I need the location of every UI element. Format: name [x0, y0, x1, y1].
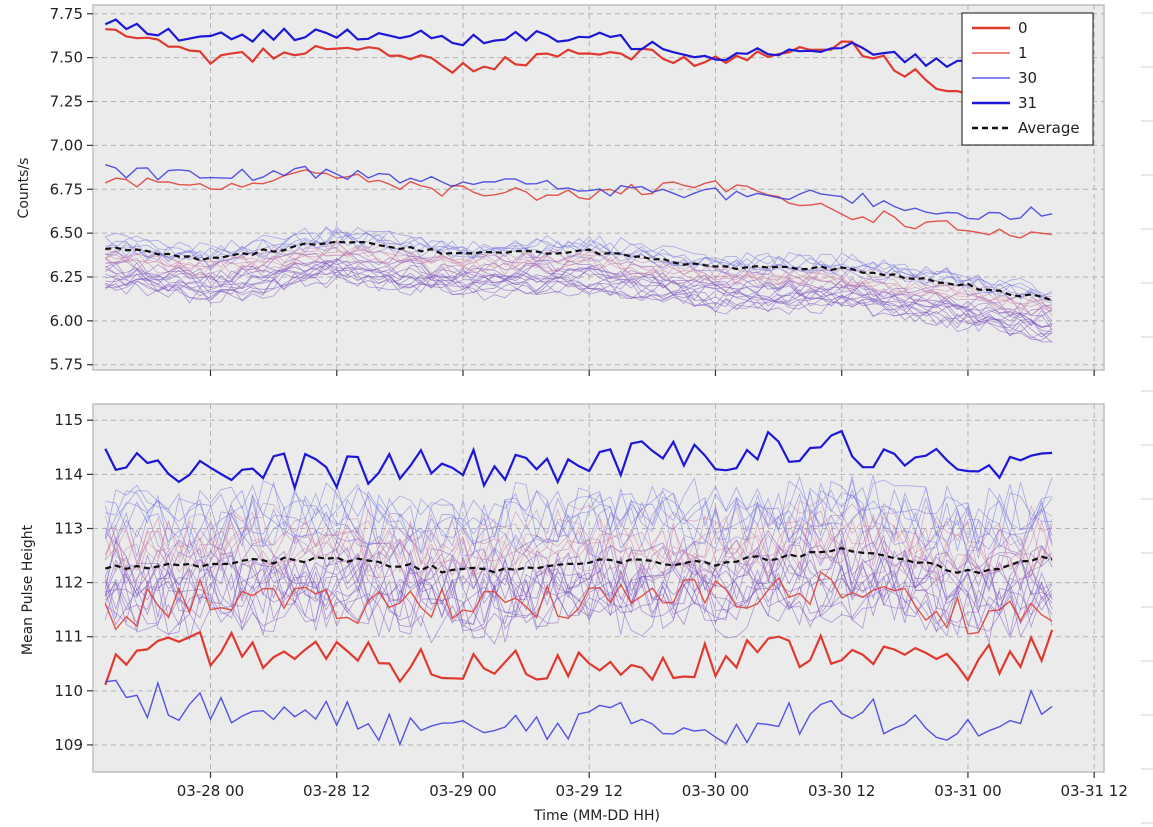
background-channel-line — [105, 261, 1053, 335]
y-tick-label: 7.25 — [50, 93, 83, 111]
series-line-31 — [104, 18, 1053, 69]
y-tick-label: 111 — [54, 628, 83, 646]
background-channel-line — [104, 544, 1053, 614]
background-channel-line — [104, 490, 1053, 565]
top-y-axis-label: Counts/s — [16, 158, 32, 219]
series-line-average — [105, 240, 1053, 302]
legend-label: 1 — [1018, 44, 1028, 62]
background-channel-line — [105, 264, 1053, 329]
bottom-series-lines — [104, 429, 1054, 747]
series-line-0 — [105, 28, 1053, 96]
background-channel-line — [105, 240, 1053, 311]
bottom-x-tick-labels: 03-28 00 03-28 12 03-29 00 03-29 12 03-30 00… — [177, 772, 1128, 800]
legend-label: Average — [1018, 119, 1080, 137]
background-channel-line — [104, 540, 1053, 607]
bottom-y-tick-labels: 109 110 111 112 113 114 115 — [54, 411, 93, 754]
background-channel-line — [104, 520, 1053, 588]
background-channel-line — [104, 474, 1053, 547]
series-line-1 — [104, 570, 1053, 635]
background-channel-line — [104, 477, 1053, 541]
y-tick-label: 109 — [54, 736, 83, 754]
x-axis-label: Time (MM-DD HH) — [533, 808, 660, 824]
top-y-tick-labels: 5.75 6.00 6.25 6.50 6.75 7.00 7.25 7.50 7.75 — [50, 5, 93, 374]
series-line-1 — [105, 169, 1053, 239]
background-channel-line — [105, 491, 1053, 559]
x-tick-label: 03-30 00 — [682, 782, 749, 800]
x-tick-label: 03-29 00 — [429, 782, 496, 800]
x-tick-label: 03-30 12 — [808, 782, 875, 800]
background-channel-line — [104, 526, 1053, 600]
legend: 0 1 30 31 Average — [961, 12, 1094, 146]
background-channel-line — [104, 510, 1053, 583]
legend-frame — [961, 12, 1094, 146]
background-channel-line — [105, 575, 1053, 645]
background-channel-line — [105, 251, 1053, 316]
bottom-y-axis-label: Mean Pulse Height — [20, 524, 36, 655]
background-channel-line — [104, 567, 1053, 632]
background-channel-line — [105, 475, 1053, 553]
bottom-background-channel-lines — [104, 474, 1053, 645]
background-channel-line — [104, 563, 1053, 639]
top-background-channel-lines — [105, 225, 1053, 344]
x-tick-label: 03-31 12 — [1060, 782, 1127, 800]
background-channel-line — [105, 232, 1053, 304]
y-tick-label: 113 — [54, 519, 83, 537]
background-channel-line — [105, 240, 1053, 302]
legend-label: 0 — [1018, 19, 1028, 37]
background-channel-line — [104, 536, 1053, 605]
background-channel-line — [105, 261, 1053, 333]
background-channel-line — [105, 480, 1053, 557]
y-tick-label: 112 — [54, 574, 83, 592]
series-line-31 — [104, 429, 1053, 492]
background-channel-line — [105, 267, 1053, 338]
top-series-lines — [104, 18, 1053, 302]
x-tick-label: 03-31 00 — [934, 782, 1001, 800]
background-channel-line — [105, 552, 1053, 619]
y-tick-label: 6.75 — [50, 180, 83, 198]
background-channel-line — [105, 244, 1053, 309]
background-channel-line — [105, 226, 1053, 301]
y-tick-label: 7.00 — [50, 136, 83, 154]
y-tick-label: 7.75 — [50, 5, 83, 23]
top-plot-background — [92, 4, 1105, 371]
y-tick-label: 6.50 — [50, 224, 83, 242]
background-channel-line — [104, 498, 1053, 577]
background-channel-line — [104, 562, 1053, 632]
background-channel-line — [104, 501, 1053, 571]
y-tick-label: 6.00 — [50, 312, 83, 330]
x-tick-label: 03-28 12 — [303, 782, 370, 800]
series-line-30 — [105, 164, 1053, 221]
background-channel-line — [104, 514, 1053, 588]
x-tick-label: 03-28 00 — [177, 782, 244, 800]
x-tick-label: 03-29 12 — [555, 782, 622, 800]
background-channel-line — [105, 252, 1053, 318]
y-tick-label: 110 — [54, 682, 83, 700]
background-channel-line — [105, 225, 1053, 296]
series-line-average — [104, 546, 1053, 574]
background-channel-line — [105, 260, 1053, 326]
top-x-tick-marks — [209, 370, 1095, 376]
series-line-0 — [104, 629, 1054, 686]
y-tick-label: 114 — [54, 465, 83, 483]
series-line-30 — [105, 679, 1053, 747]
background-channel-line — [105, 259, 1053, 331]
right-edge-tick-marks — [1141, 12, 1153, 824]
background-channel-line — [104, 548, 1053, 624]
y-tick-label: 6.25 — [50, 268, 83, 286]
counts-rate-panel: 5.75 6.00 6.25 6.50 6.75 7.00 7.25 7.50 7.75 Cou… — [16, 4, 1105, 376]
legend-label: 31 — [1018, 94, 1037, 112]
y-tick-label: 115 — [54, 411, 83, 429]
y-tick-label: 5.75 — [50, 356, 83, 374]
legend-label: 30 — [1018, 69, 1037, 87]
y-tick-label: 7.50 — [50, 49, 83, 67]
background-channel-line — [105, 258, 1053, 328]
background-channel-line — [104, 511, 1053, 577]
